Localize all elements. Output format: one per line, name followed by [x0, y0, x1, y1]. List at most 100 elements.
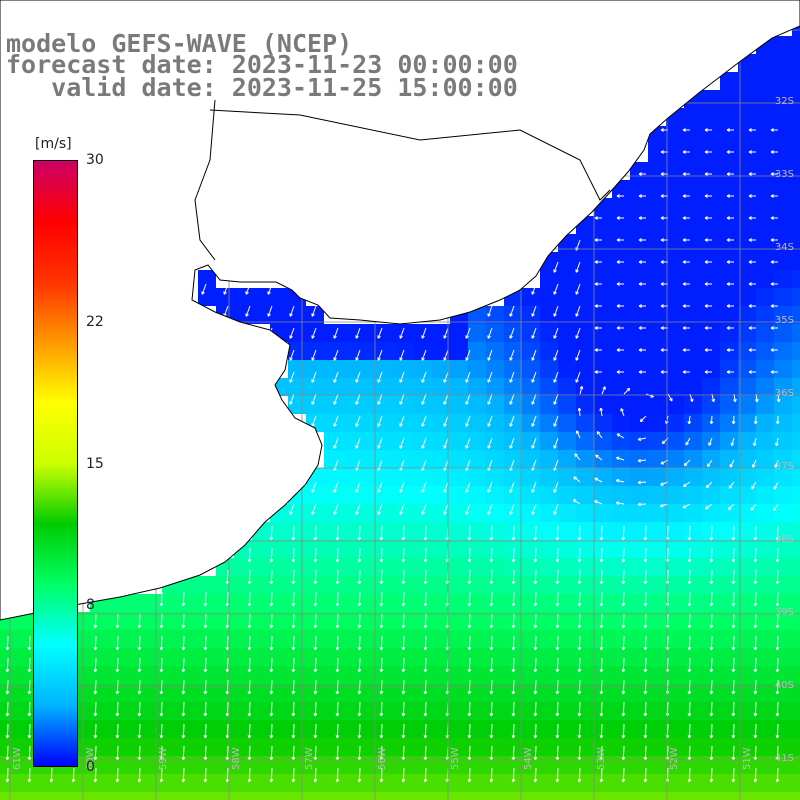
- wind-arrow: [616, 304, 624, 308]
- wind-arrow: [682, 260, 690, 264]
- field-cell: [792, 756, 800, 774]
- wind-arrow: [775, 437, 779, 447]
- wind-arrow: [313, 767, 318, 783]
- wind-arrow: [421, 327, 427, 339]
- wind-arrow: [333, 415, 339, 427]
- field-cell: [486, 522, 504, 540]
- field-cell: [324, 576, 342, 594]
- wind-arrow: [775, 591, 780, 607]
- field-cell: [612, 324, 630, 342]
- wind-arrow: [726, 326, 734, 330]
- wind-arrow: [291, 569, 296, 585]
- field-cell: [378, 324, 396, 342]
- field-cell: [54, 774, 72, 792]
- wind-arrow: [467, 525, 472, 541]
- wind-arrow: [269, 613, 274, 629]
- field-cell: [504, 558, 522, 576]
- field-cell: [756, 216, 774, 234]
- field-cell: [432, 414, 450, 432]
- wind-arrow: [335, 613, 340, 629]
- field-cell: [738, 396, 756, 414]
- wind-arrow: [687, 657, 692, 673]
- field-cell: [414, 486, 432, 504]
- field-cell: [576, 234, 594, 252]
- field-cell: [414, 450, 432, 468]
- field-cell: [756, 486, 774, 504]
- wind-arrow: [421, 349, 427, 361]
- field-cell: [666, 396, 684, 414]
- field-cell: [378, 468, 396, 486]
- field-cell: [468, 738, 486, 756]
- wind-arrow: [599, 591, 604, 607]
- wind-arrow: [335, 591, 340, 607]
- field-cell: [738, 180, 756, 198]
- field-cell: [396, 738, 414, 756]
- wind-arrow: [311, 415, 317, 427]
- field-cell: [540, 702, 558, 720]
- wind-arrow: [731, 767, 736, 783]
- field-cell: [396, 756, 414, 774]
- wind-arrow: [423, 723, 428, 739]
- wind-arrow: [637, 458, 647, 463]
- field-cell: [108, 648, 126, 666]
- field-cell: [594, 432, 612, 450]
- field-cell: [162, 612, 180, 630]
- field-cell: [306, 666, 324, 684]
- wind-arrow: [709, 415, 714, 425]
- field-cell: [702, 576, 720, 594]
- field-cell: [432, 684, 450, 702]
- wind-arrow: [313, 525, 318, 541]
- field-cell: [540, 504, 558, 522]
- field-cell: [216, 756, 234, 774]
- field-cell: [702, 378, 720, 396]
- field-cell: [612, 540, 630, 558]
- field-cell: [576, 594, 594, 612]
- field-cell: [774, 576, 792, 594]
- field-cell: [540, 324, 558, 342]
- field-cell: [396, 702, 414, 720]
- wind-arrow: [620, 408, 625, 417]
- field-cell: [162, 666, 180, 684]
- wind-arrow: [599, 407, 603, 417]
- field-cell: [288, 540, 306, 558]
- wind-arrow: [313, 591, 318, 607]
- wind-arrow: [203, 635, 208, 651]
- field-cell: [252, 612, 270, 630]
- field-cell: [702, 792, 720, 800]
- lon-label: 55W: [450, 747, 461, 770]
- field-cell: [612, 216, 630, 234]
- field-cell: [576, 684, 594, 702]
- wind-arrow: [575, 327, 581, 339]
- wind-arrow: [709, 723, 714, 739]
- field-cell: [648, 702, 666, 720]
- wind-arrow: [423, 613, 428, 629]
- wind-arrow: [137, 657, 142, 673]
- wind-arrow: [531, 283, 537, 295]
- field-cell: [162, 702, 180, 720]
- field-cell: [432, 360, 450, 378]
- wind-arrow: [731, 723, 736, 739]
- field-cell: [432, 486, 450, 504]
- field-cell: [576, 396, 594, 414]
- wind-arrow: [572, 499, 581, 505]
- field-cell: [612, 648, 630, 666]
- wind-arrow: [726, 282, 734, 286]
- field-cell: [792, 342, 800, 360]
- field-cell: [360, 324, 378, 342]
- wind-arrow: [682, 503, 691, 509]
- field-cell: [774, 144, 792, 162]
- field-cell: [486, 360, 504, 378]
- wind-arrow: [577, 547, 582, 563]
- field-cell: [306, 702, 324, 720]
- wind-arrow: [333, 503, 339, 515]
- field-cell: [702, 738, 720, 756]
- field-cell: [666, 270, 684, 288]
- field-cell: [414, 702, 432, 720]
- lon-label: 57W: [304, 747, 315, 770]
- field-cell: [0, 702, 18, 720]
- field-cell: [90, 684, 108, 702]
- field-cell: [648, 450, 666, 468]
- wind-arrow: [775, 547, 780, 563]
- field-cell: [738, 774, 756, 792]
- field-cell: [540, 468, 558, 486]
